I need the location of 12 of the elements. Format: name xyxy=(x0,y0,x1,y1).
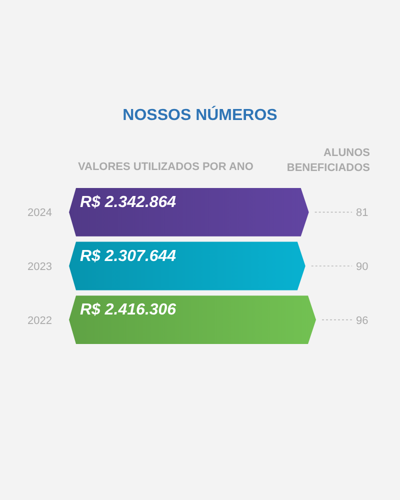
y-tick-label: 2023 xyxy=(28,261,52,273)
y2-axis-title: ALUNOS BENEFICIADOS xyxy=(286,147,370,174)
x-axis-title: VALORES UTILIZADOS POR ANO xyxy=(78,161,254,173)
chart-title: NOSSOS NÚMEROS xyxy=(122,105,278,124)
data-label: R$ 2.307.644 xyxy=(80,248,176,265)
data-label: R$ 2.416.306 xyxy=(80,302,176,319)
text: 96 xyxy=(356,314,368,327)
text: 81 xyxy=(356,207,368,220)
y-tick-label: 2022 xyxy=(28,314,52,327)
data-label: R$ 2.342.864 xyxy=(80,194,176,211)
text: 90 xyxy=(356,261,368,273)
y-tick-label: 2024 xyxy=(28,207,52,220)
